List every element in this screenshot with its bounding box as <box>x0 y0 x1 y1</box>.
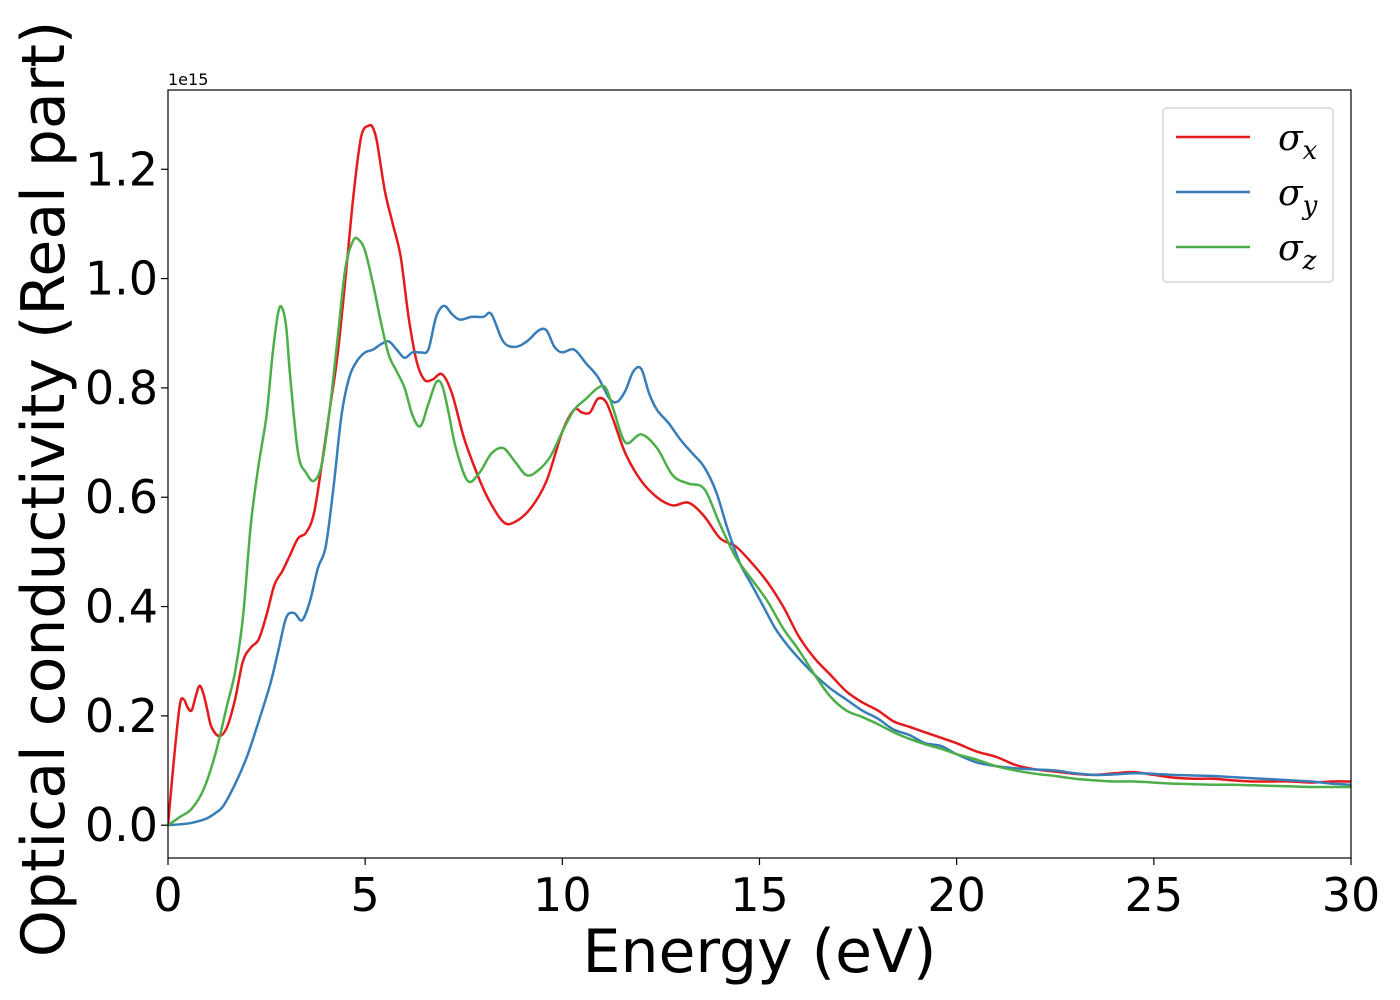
x-tick-label: 30 <box>1322 868 1381 922</box>
legend-symbol: σ <box>1278 118 1304 159</box>
legend-label: σy <box>1278 173 1318 221</box>
legend-subscript: y <box>1302 191 1318 221</box>
y-tick-label: 1.2 <box>85 142 158 196</box>
series-line-z <box>168 236 1351 827</box>
series-line-y <box>168 304 1351 827</box>
legend-subscript: z <box>1302 246 1317 276</box>
y-axis: 0.0 0.2 0.4 0.6 0.8 1.0 1.2 <box>85 142 168 852</box>
y-tick-label: 0.4 <box>85 580 158 634</box>
legend-item-x: σx <box>1176 118 1318 166</box>
legend-subscript: x <box>1303 136 1318 166</box>
legend-symbol: σ <box>1278 228 1304 269</box>
y-axis-title: Optical conductivity (Real part) <box>9 21 79 958</box>
x-tick-label: 20 <box>927 868 986 922</box>
y-tick-label: 1.0 <box>85 252 158 306</box>
y-tick-label: 0.8 <box>85 361 158 415</box>
x-tick-label: 25 <box>1125 868 1184 922</box>
legend-symbol: σ <box>1278 173 1304 214</box>
legend-item-y: σy <box>1176 173 1318 221</box>
legend-item-z: σz <box>1176 228 1317 276</box>
x-tick-label: 0 <box>153 868 182 922</box>
y-offset-label: 1e15 <box>168 70 208 89</box>
series-layer <box>168 123 1351 827</box>
x-axis: 0 5 10 15 20 25 30 <box>153 858 1380 922</box>
y-tick-label: 0.0 <box>85 798 158 852</box>
x-axis-title: Energy (eV) <box>583 917 937 987</box>
x-tick-label: 15 <box>730 868 789 922</box>
x-tick-label: 10 <box>533 868 592 922</box>
x-tick-label: 5 <box>351 868 380 922</box>
y-tick-label: 0.6 <box>85 470 158 524</box>
legend-label: σz <box>1278 228 1317 276</box>
legend-box <box>1162 107 1334 283</box>
y-tick-label: 0.2 <box>85 689 158 743</box>
legend-label: σx <box>1278 118 1318 166</box>
